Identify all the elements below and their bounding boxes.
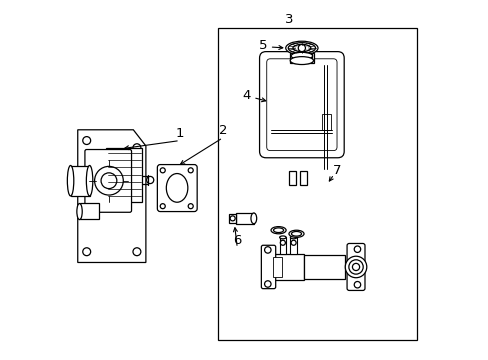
Ellipse shape [270, 226, 285, 234]
Polygon shape [78, 130, 145, 262]
Polygon shape [106, 148, 142, 202]
Text: 2: 2 [218, 124, 227, 137]
Polygon shape [289, 171, 296, 185]
Circle shape [160, 168, 165, 173]
FancyBboxPatch shape [261, 245, 275, 289]
Ellipse shape [288, 230, 304, 237]
Bar [322, 114, 330, 130]
Text: 6: 6 [233, 234, 241, 247]
Circle shape [160, 204, 165, 209]
Polygon shape [80, 203, 99, 220]
Circle shape [353, 282, 360, 288]
Bar [235, 213, 253, 224]
Circle shape [230, 216, 235, 221]
FancyBboxPatch shape [259, 51, 344, 158]
FancyBboxPatch shape [85, 149, 131, 212]
Ellipse shape [279, 236, 285, 239]
Ellipse shape [166, 174, 187, 202]
Text: 4: 4 [242, 89, 250, 102]
Polygon shape [303, 255, 344, 279]
Polygon shape [70, 166, 89, 196]
Circle shape [352, 264, 359, 271]
Text: 5: 5 [258, 39, 267, 52]
Ellipse shape [285, 41, 317, 55]
Ellipse shape [273, 228, 283, 233]
Ellipse shape [290, 236, 296, 239]
Bar [290, 237, 296, 253]
Ellipse shape [290, 52, 312, 59]
Ellipse shape [250, 213, 256, 224]
Circle shape [94, 166, 123, 195]
Bar [290, 53, 313, 63]
Circle shape [298, 44, 305, 51]
Circle shape [264, 247, 270, 253]
Circle shape [133, 248, 141, 256]
Circle shape [188, 204, 193, 209]
Ellipse shape [77, 203, 82, 220]
Circle shape [353, 246, 360, 252]
Ellipse shape [287, 42, 315, 53]
Bar [292, 53, 311, 62]
Polygon shape [269, 253, 303, 280]
Circle shape [146, 176, 153, 184]
Bar [279, 237, 285, 253]
Circle shape [280, 240, 285, 245]
Circle shape [101, 173, 117, 189]
Circle shape [188, 168, 193, 173]
Circle shape [82, 248, 90, 256]
Polygon shape [300, 171, 306, 185]
Polygon shape [229, 214, 235, 223]
Circle shape [133, 144, 141, 152]
Bar [217, 28, 416, 339]
Text: 7: 7 [332, 164, 340, 177]
Ellipse shape [292, 44, 310, 51]
FancyBboxPatch shape [157, 165, 197, 212]
Circle shape [348, 260, 363, 274]
Ellipse shape [291, 231, 301, 236]
Ellipse shape [67, 166, 74, 196]
Ellipse shape [86, 166, 93, 196]
Text: 3: 3 [285, 13, 293, 26]
Circle shape [82, 136, 90, 144]
FancyBboxPatch shape [346, 243, 364, 291]
Text: 1: 1 [175, 127, 184, 140]
Circle shape [345, 256, 366, 278]
Circle shape [290, 240, 296, 245]
Bar [273, 257, 282, 277]
Ellipse shape [290, 57, 313, 64]
Circle shape [264, 281, 270, 287]
